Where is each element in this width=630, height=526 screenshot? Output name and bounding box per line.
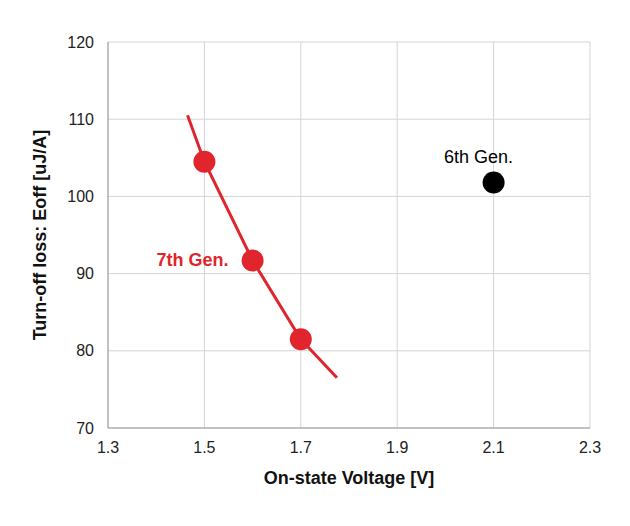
svg-text:90: 90 bbox=[76, 265, 94, 282]
svg-text:Turn-off loss: Eoff [uJ/A]: Turn-off loss: Eoff [uJ/A] bbox=[30, 130, 50, 341]
svg-text:1.5: 1.5 bbox=[193, 439, 215, 456]
svg-text:2.3: 2.3 bbox=[579, 439, 601, 456]
svg-text:1.7: 1.7 bbox=[290, 439, 312, 456]
svg-text:7th Gen.: 7th Gen. bbox=[157, 250, 229, 270]
svg-text:1.9: 1.9 bbox=[386, 439, 408, 456]
svg-text:70: 70 bbox=[76, 420, 94, 437]
svg-text:On-state Voltage [V]: On-state Voltage [V] bbox=[264, 468, 435, 488]
svg-text:1.3: 1.3 bbox=[97, 439, 119, 456]
svg-text:100: 100 bbox=[67, 188, 94, 205]
svg-text:120: 120 bbox=[67, 34, 94, 51]
svg-text:6th Gen.: 6th Gen. bbox=[444, 147, 513, 167]
svg-text:80: 80 bbox=[76, 342, 94, 359]
svg-text:110: 110 bbox=[68, 111, 94, 128]
svg-text:2.1: 2.1 bbox=[482, 439, 504, 456]
